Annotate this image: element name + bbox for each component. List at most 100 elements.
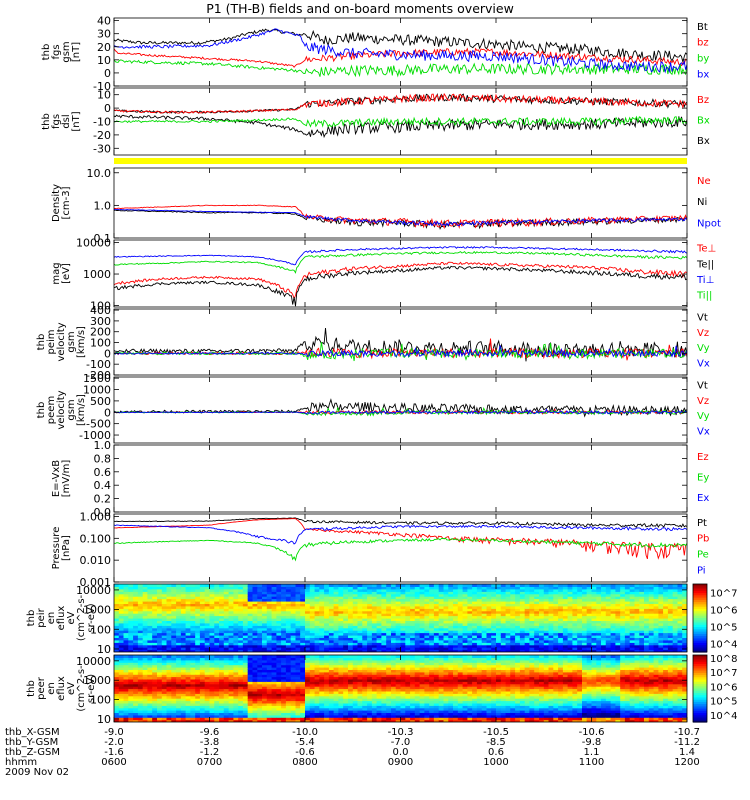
colorbar-label: 10^5 [710, 697, 737, 708]
y-axis-label: thb [26, 680, 37, 697]
y-tick-label: 100 [90, 623, 111, 636]
y-axis-label: [nPa] [61, 535, 72, 561]
legend-entry: Ez [697, 452, 709, 463]
legend-entry: Vx [697, 427, 710, 438]
y-tick-label: -500 [86, 418, 111, 431]
legend-entry: Vy [697, 411, 710, 422]
time-axis-row-label: thb_X-GSM [5, 727, 60, 738]
time-axis-value: -0.6 [295, 747, 315, 758]
series-line-Ne [114, 204, 687, 230]
time-axis-value: 1.4 [679, 747, 695, 758]
legend-entry: Ey [697, 473, 709, 484]
legend-entry: Pe [697, 550, 709, 561]
colorbar-label: 10^8 [710, 654, 737, 665]
series-line-Ti⊥ [114, 245, 687, 266]
series-line-Bz [114, 92, 687, 114]
legend-entry: Pb [697, 534, 709, 545]
panel-temperature: 100 1000 10000 mag [eV] Te⊥ Te|| Ti⊥ Ti|| [51, 236, 716, 312]
y-axis-label: dsl [61, 114, 72, 128]
y-axis-label: thb [36, 334, 47, 351]
chart-title: P1 (TH-B) fields and on-board moments ov… [206, 1, 514, 16]
y-axis-label: [cm-3] [61, 186, 72, 219]
y-tick-label: -100 [86, 358, 111, 371]
series-line-Pt [114, 517, 687, 528]
y-axis-label: eV [66, 611, 77, 624]
time-axis-value: 0.6 [488, 747, 504, 758]
y-tick-label: 10 [97, 713, 111, 726]
y-axis-label: velocity [56, 322, 67, 361]
legend-entry: Ti|| [696, 290, 712, 301]
y-tick-label: 10000 [76, 655, 111, 668]
legend-entry: Ni [697, 197, 707, 208]
colorbar-peir_spectrogram: 10^7 10^6 10^5 10^4 [692, 583, 737, 653]
series-line-bz [114, 47, 687, 68]
y-axis-label: peem [46, 396, 57, 424]
colorbar-label: 10^4 [710, 640, 737, 651]
time-axis-value: -3.8 [200, 737, 220, 748]
y-tick-label: 0.8 [94, 452, 112, 465]
panel-peer_spectrogram: 10^8 10^7 10^6 10^5 10^4 10 100 1000 10000 thb pee… [26, 654, 737, 726]
series-layer [114, 204, 687, 230]
y-axis-label: fgs [51, 44, 62, 59]
y-tick-label: -10 [93, 116, 111, 129]
time-axis-value: -10.3 [388, 727, 414, 738]
y-tick-label: 10000 [76, 236, 111, 249]
legend-entry: Vy [697, 343, 710, 354]
colorbar-peer_spectrogram: 10^8 10^7 10^6 10^5 10^4 [692, 654, 737, 723]
legend-entry: Bz [697, 95, 709, 106]
y-axis-label: velocity [56, 390, 67, 429]
series-line-Bt [114, 28, 687, 63]
time-axis-value: 1200 [674, 757, 699, 768]
series-layer [114, 92, 687, 139]
y-axis-label: peer [36, 676, 47, 700]
time-axis-value: 1000 [483, 757, 508, 768]
time-axis-value: -1.2 [200, 747, 220, 758]
y-tick-label: 1000 [83, 674, 111, 687]
y-tick-label: 0.2 [94, 493, 112, 506]
legend-entry: Te|| [696, 259, 714, 270]
colorbar-label: 10^7 [710, 668, 737, 679]
legend-entry: Ti⊥ [696, 275, 714, 286]
y-axis-label: [eV] [61, 263, 72, 284]
y-tick-label: 0.1 [94, 232, 112, 245]
y-tick-label: 0.0 [94, 506, 112, 519]
y-tick-label: 1.0 [94, 199, 112, 212]
y-tick-label: 100 [90, 694, 111, 707]
colorbar-label: 10^7 [710, 589, 737, 600]
colorbar-label: 10^4 [710, 711, 737, 722]
y-axis-label: eflux [56, 606, 67, 631]
legend-entry: Pt [697, 518, 707, 529]
time-axis-row-label: thb_Y-GSM [5, 737, 58, 748]
y-axis-label: sr-eV) [86, 603, 97, 632]
series-line-Pi [114, 524, 687, 545]
y-tick-label: 100 [90, 337, 111, 350]
y-axis-label: eflux [56, 676, 67, 701]
y-tick-label: 1000 [83, 384, 111, 397]
time-axis-value: -2.0 [104, 737, 124, 748]
y-tick-label: 20 [97, 41, 111, 54]
legend-entry: by [697, 54, 709, 65]
panel-frame [113, 167, 688, 239]
y-tick-label: 100 [90, 300, 111, 313]
time-axis-value: -1.6 [104, 747, 124, 758]
y-tick-label: 0 [104, 406, 111, 419]
y-tick-label: 1.000 [80, 510, 112, 523]
series-layer [114, 328, 687, 362]
time-axis-value: 0.0 [393, 747, 409, 758]
series-line-Vx [114, 345, 687, 359]
spectrogram-peir_spectrogram [114, 584, 687, 652]
time-axis-value: -10.6 [579, 727, 605, 738]
date-label: 2009 Nov 02 [5, 767, 69, 778]
y-tick-label: -1000 [79, 429, 111, 442]
time-axis-row-label: hhmm [5, 757, 37, 768]
panel-frame [113, 444, 688, 513]
y-tick-label: 300 [90, 315, 111, 328]
legend-entry: Npot [697, 218, 721, 229]
y-axis-label: thb [36, 402, 47, 419]
series-line-Vt [114, 328, 687, 362]
time-axis-value: 0800 [292, 757, 317, 768]
y-tick-label: 0 [104, 67, 111, 80]
